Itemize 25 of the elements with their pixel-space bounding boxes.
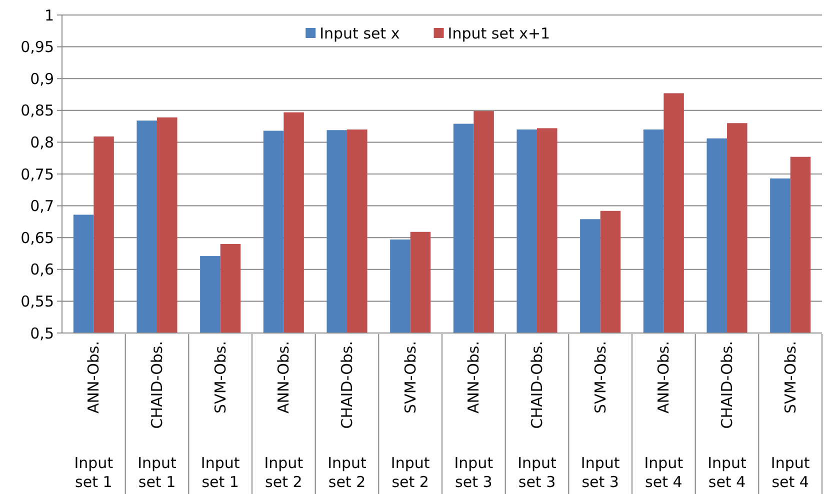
category-label: CHAID-Obs. Input set 4 [708, 341, 746, 491]
y-tick-label: 1 [44, 6, 54, 24]
y-tick-label: 0,55 [20, 292, 54, 310]
category-label: CHAID-Obs. Input set 2 [328, 341, 366, 491]
y-tick-label: 0,95 [20, 38, 54, 56]
y-tick-label: 0,65 [20, 228, 54, 247]
legend-label: Input set x+1 [448, 24, 550, 42]
category-label: CHAID-Obs. Input set 3 [518, 341, 556, 491]
category-label: SVM-Obs. Input set 2 [390, 341, 430, 491]
y-tick-label: 0,7 [30, 197, 54, 216]
category-label: ANN-Obs. Input set 2 [264, 341, 304, 491]
y-tick-label: 0,6 [30, 260, 54, 279]
y-tick-label: 0,9 [30, 70, 54, 88]
category-label: SVM-Obs. Input set 4 [770, 341, 810, 491]
category-label: ANN-Obs. Input set 3 [454, 341, 494, 491]
category-label: CHAID-Obs. Input set 1 [138, 341, 176, 491]
y-tick-label: 0,75 [20, 165, 54, 184]
y-tick-label: 0,8 [30, 133, 54, 152]
y-tick-label: 0,5 [30, 324, 54, 342]
legend-label: Input set x [320, 24, 400, 42]
category-label: SVM-Obs. Input set 1 [200, 341, 240, 491]
y-tick-label: 0,85 [20, 102, 54, 120]
category-label: ANN-Obs. Input set 4 [644, 341, 684, 491]
category-label: SVM-Obs. Input set 3 [580, 341, 620, 491]
category-label: ANN-Obs. Input set 1 [74, 341, 114, 491]
